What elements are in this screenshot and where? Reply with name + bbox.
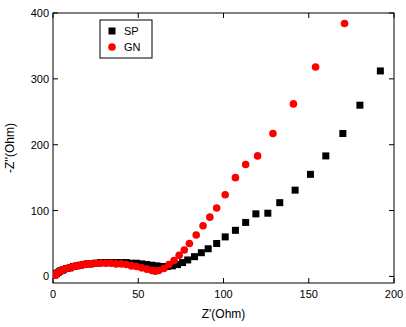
x-tick-top bbox=[308, 13, 309, 18]
point bbox=[213, 240, 220, 247]
point bbox=[276, 199, 283, 206]
y-tick-label: 0 bbox=[43, 270, 49, 282]
x-tick-top bbox=[53, 13, 54, 18]
point bbox=[180, 246, 188, 254]
x-tick-label: 100 bbox=[214, 288, 232, 300]
x-axis-title: Z'(Ohm) bbox=[202, 307, 246, 321]
point bbox=[191, 253, 198, 260]
x-tick-label: 0 bbox=[50, 288, 56, 300]
y-tick-right bbox=[389, 276, 394, 277]
y-tick-label: 400 bbox=[31, 7, 49, 19]
y-tick bbox=[53, 13, 58, 14]
x-tick bbox=[138, 278, 139, 283]
point bbox=[312, 63, 320, 71]
x-tick-label: 200 bbox=[385, 288, 403, 300]
point bbox=[221, 191, 229, 199]
y-tick-label: 200 bbox=[31, 139, 49, 151]
y-tick bbox=[53, 144, 58, 145]
point bbox=[232, 174, 240, 182]
legend-marker bbox=[109, 28, 116, 35]
plot-area bbox=[53, 20, 384, 279]
x-tick bbox=[223, 278, 224, 283]
point bbox=[377, 67, 384, 74]
y-tick-right bbox=[389, 78, 394, 79]
x-tick bbox=[394, 278, 395, 283]
point bbox=[322, 152, 329, 159]
point bbox=[341, 20, 349, 28]
legend-label: SP bbox=[124, 25, 139, 37]
x-tick-top bbox=[138, 13, 139, 18]
y-tick-label: 100 bbox=[31, 205, 49, 217]
chart: 0 50 100 150 200 0 100 200 300 400 Z'(Ohm) -Z''(Ohm… bbox=[0, 0, 406, 327]
y-axis-title: -Z''(Ohm) bbox=[3, 123, 17, 173]
point bbox=[356, 102, 363, 109]
y-tick bbox=[53, 78, 58, 79]
legend: SP GN bbox=[100, 20, 152, 58]
point bbox=[222, 233, 229, 240]
point bbox=[199, 222, 207, 230]
point bbox=[339, 130, 346, 137]
point bbox=[213, 204, 221, 212]
point bbox=[192, 231, 200, 239]
y-tick-right bbox=[389, 13, 394, 14]
x-tick-label: 50 bbox=[132, 288, 144, 300]
legend-label: GN bbox=[124, 41, 141, 53]
x-tick-top bbox=[394, 13, 395, 18]
legend-box bbox=[100, 20, 152, 58]
point bbox=[198, 249, 205, 256]
point bbox=[292, 187, 299, 194]
y-tick bbox=[53, 210, 58, 211]
y-tick-right bbox=[389, 210, 394, 211]
point bbox=[232, 227, 239, 234]
x-tick bbox=[53, 278, 54, 283]
point bbox=[242, 219, 249, 226]
point bbox=[290, 100, 298, 108]
y-tick-right bbox=[389, 144, 394, 145]
point bbox=[307, 171, 314, 178]
point bbox=[186, 240, 194, 248]
legend-marker bbox=[108, 43, 116, 51]
x-tick-top bbox=[223, 13, 224, 18]
point bbox=[252, 210, 259, 217]
point bbox=[242, 161, 250, 169]
point bbox=[254, 152, 262, 160]
point bbox=[206, 213, 214, 221]
point bbox=[264, 210, 271, 217]
x-tick-label: 150 bbox=[300, 288, 318, 300]
series-1 bbox=[53, 20, 348, 279]
x-tick bbox=[308, 278, 309, 283]
point bbox=[205, 245, 212, 252]
plot-frame bbox=[53, 13, 394, 283]
point bbox=[269, 130, 277, 138]
series-0 bbox=[53, 67, 384, 278]
y-tick-label: 300 bbox=[31, 73, 49, 85]
point bbox=[184, 256, 191, 263]
